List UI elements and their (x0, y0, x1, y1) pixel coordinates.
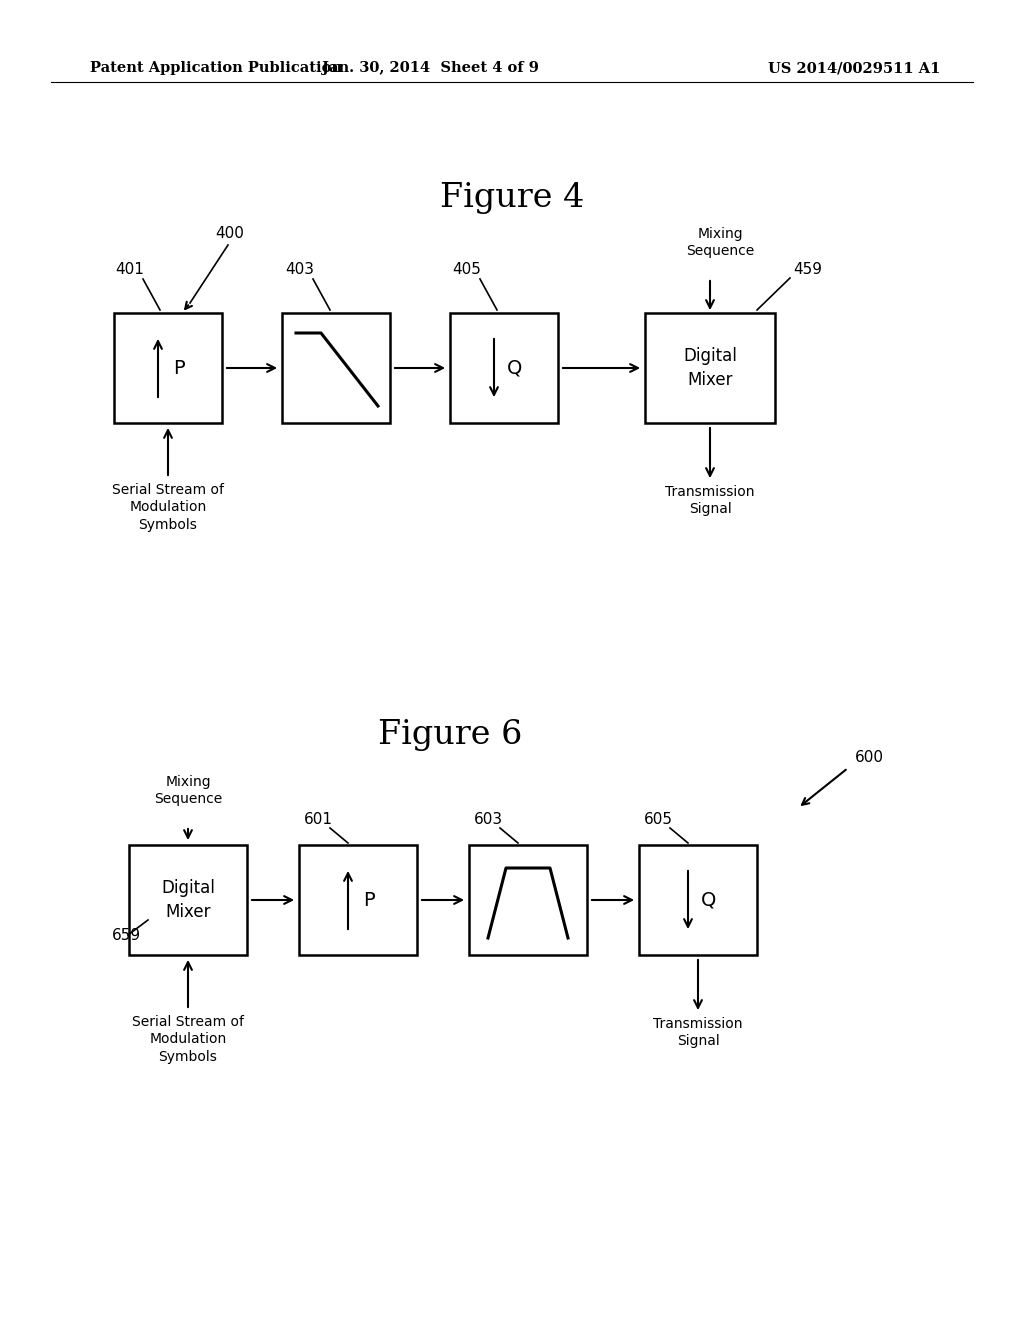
Bar (645, 313, 775, 422)
Text: P: P (173, 359, 184, 378)
Text: Mixing
Sequence: Mixing Sequence (686, 227, 754, 257)
Text: P: P (362, 891, 375, 909)
Text: Q: Q (701, 891, 717, 909)
Text: 400: 400 (216, 226, 245, 240)
Text: 405: 405 (453, 263, 481, 277)
Text: Serial Stream of
Modulation
Symbols: Serial Stream of Modulation Symbols (112, 483, 224, 532)
Text: Patent Application Publication: Patent Application Publication (90, 61, 342, 75)
Text: Figure 6: Figure 6 (378, 719, 522, 751)
Text: 603: 603 (473, 813, 503, 828)
Text: Serial Stream of
Modulation
Symbols: Serial Stream of Modulation Symbols (132, 1015, 244, 1064)
Text: Transmission
Signal: Transmission Signal (653, 1016, 742, 1048)
Bar (282, 313, 390, 422)
Text: 401: 401 (116, 263, 144, 277)
Text: 459: 459 (793, 263, 822, 277)
Text: 403: 403 (286, 263, 314, 277)
Bar (450, 313, 558, 422)
Bar (114, 313, 222, 422)
Text: Figure 4: Figure 4 (440, 182, 584, 214)
Text: Digital
Mixer: Digital Mixer (683, 347, 737, 389)
Text: Q: Q (507, 359, 522, 378)
Text: US 2014/0029511 A1: US 2014/0029511 A1 (768, 61, 940, 75)
Bar (129, 845, 247, 954)
Text: Mixing
Sequence: Mixing Sequence (154, 775, 222, 807)
Bar (639, 845, 757, 954)
Text: 600: 600 (855, 751, 884, 766)
Bar (299, 845, 417, 954)
Text: 605: 605 (643, 813, 673, 828)
Bar (469, 845, 587, 954)
Text: Transmission
Signal: Transmission Signal (666, 484, 755, 516)
Text: 601: 601 (303, 813, 333, 828)
Text: Digital
Mixer: Digital Mixer (161, 879, 215, 921)
Text: Jan. 30, 2014  Sheet 4 of 9: Jan. 30, 2014 Sheet 4 of 9 (322, 61, 539, 75)
Text: 659: 659 (112, 928, 141, 942)
